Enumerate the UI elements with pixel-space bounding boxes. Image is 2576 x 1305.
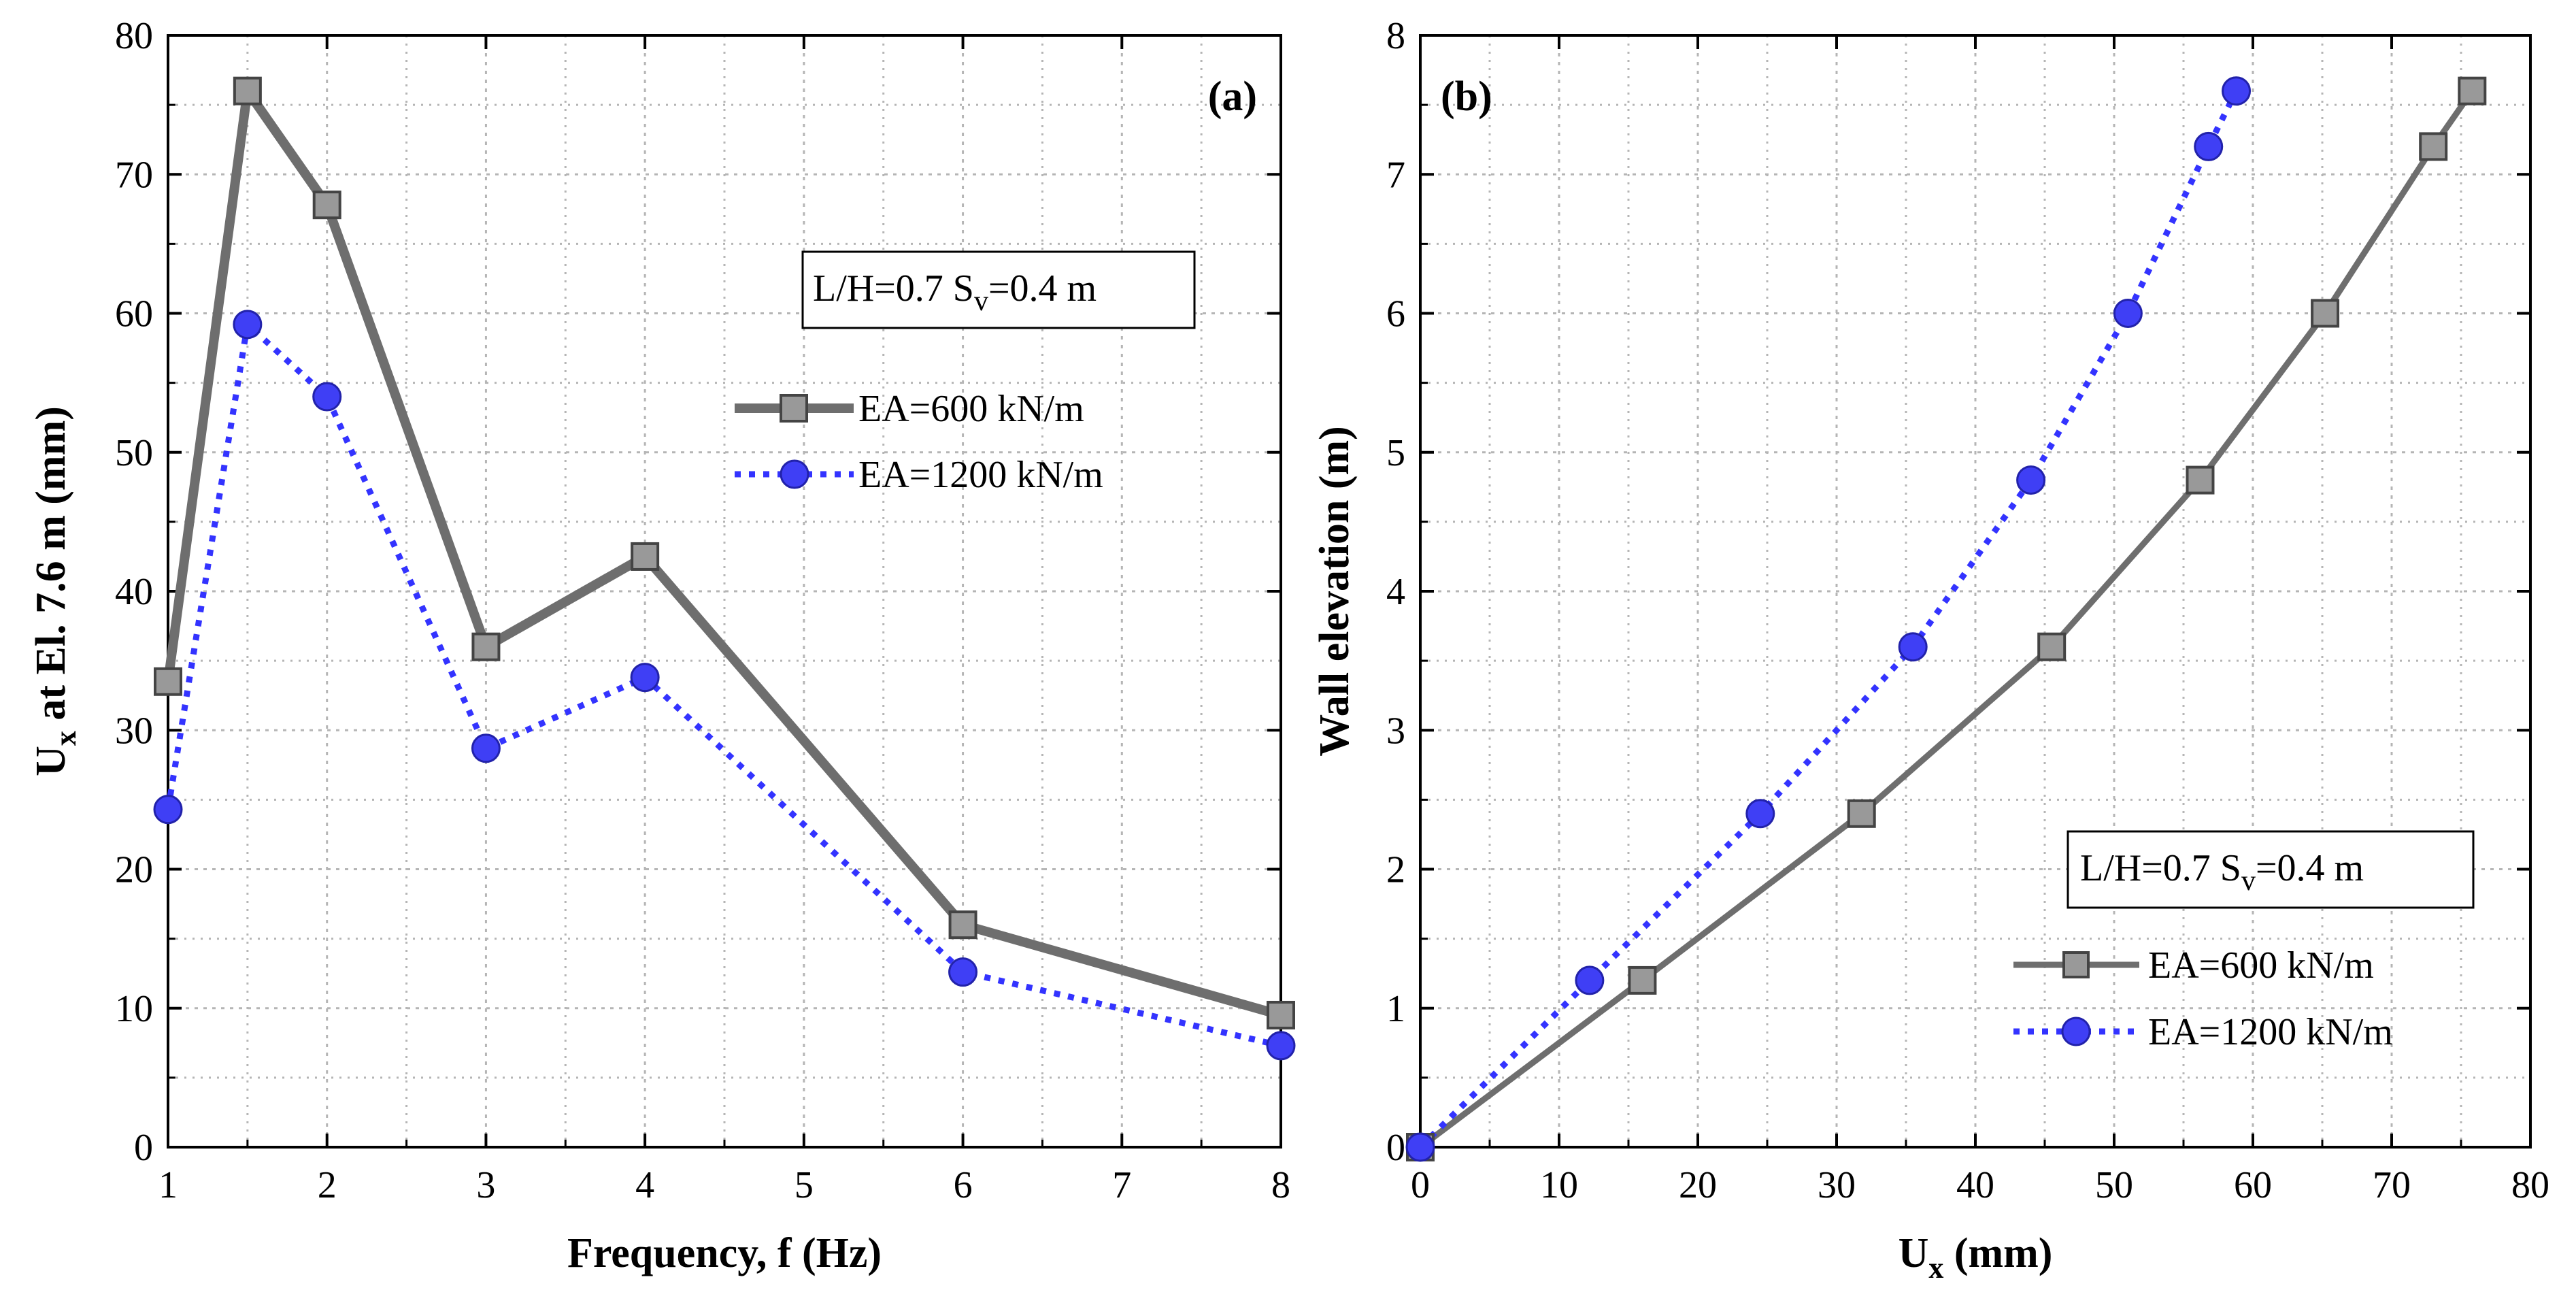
y-tick-label-b: 3 bbox=[1386, 710, 1405, 752]
legend-b-label-1200: EA=1200 kN/m bbox=[2148, 1011, 2393, 1053]
y-tick-label-b: 6 bbox=[1386, 293, 1405, 335]
data-point-a-0 bbox=[471, 632, 501, 661]
y-tick-label-b: 0 bbox=[1386, 1127, 1405, 1169]
legend-b: EA=600 kN/m EA=1200 kN/m bbox=[2013, 944, 2393, 1053]
x-tick-label-b: 10 bbox=[1540, 1164, 1578, 1206]
legend-a: EA=600 kN/m EA=1200 kN/m bbox=[735, 388, 1103, 496]
x-tick-label-b: 40 bbox=[1956, 1164, 1994, 1206]
data-point-b-0 bbox=[1847, 799, 1876, 828]
x-tick-label-b: 60 bbox=[2234, 1164, 2272, 1206]
chart-panel-b: 0 10 20 30 40 50 60 70 80 0 1 2 3 4 5 6 7 8 (b) L/H=0.7 S… bbox=[1311, 15, 2549, 1285]
annotation-a: L/H=0.7 Sv=0.4 m bbox=[813, 267, 1097, 317]
x-tick-label-a: 6 bbox=[954, 1164, 973, 1206]
annotation-box-a bbox=[801, 250, 1196, 329]
x-tick-label-b: 80 bbox=[2511, 1164, 2549, 1206]
ticks-b: 0 10 20 30 40 50 60 70 80 0 1 2 3 4 5 6 7 8 bbox=[1386, 15, 2549, 1206]
data-point-b-0 bbox=[2458, 76, 2487, 105]
data-point-b-1 bbox=[1575, 965, 1605, 995]
data-point-a-0 bbox=[154, 667, 182, 696]
y-tick-label-a: 70 bbox=[115, 154, 153, 196]
x-tick-label-a: 4 bbox=[635, 1164, 654, 1206]
y-tick-label-a: 80 bbox=[115, 15, 153, 57]
legend-a-label-600: EA=600 kN/m bbox=[858, 388, 1084, 430]
x-tick-label-a: 3 bbox=[476, 1164, 495, 1206]
data-point-b-1 bbox=[1405, 1132, 1435, 1162]
y-tick-label-a: 40 bbox=[115, 571, 153, 613]
data-point-b-0 bbox=[2037, 632, 2067, 661]
legend-b-marker-600 bbox=[2062, 951, 2090, 978]
data-point-b-1 bbox=[2016, 465, 2046, 495]
data-point-b-1 bbox=[2113, 299, 2143, 328]
panel-label-b: (b) bbox=[1441, 73, 1492, 120]
data-point-b-1 bbox=[1898, 632, 1928, 662]
y-tick-label-a: 50 bbox=[115, 432, 153, 474]
y-tick-label-a: 10 bbox=[115, 988, 153, 1030]
data-point-b-1 bbox=[1745, 799, 1775, 829]
series-line-b-1 bbox=[1418, 89, 2239, 1150]
legend-a-marker-600 bbox=[780, 394, 808, 423]
data-point-b-1 bbox=[2222, 76, 2252, 106]
y-tick-label-b: 5 bbox=[1386, 432, 1405, 474]
x-tick-label-a: 1 bbox=[158, 1164, 178, 1206]
data-point-a-1 bbox=[1266, 1031, 1296, 1061]
y-tick-label-b: 2 bbox=[1386, 849, 1405, 891]
data-point-a-1 bbox=[948, 957, 978, 987]
data-point-b-0 bbox=[2311, 299, 2340, 328]
y-tick-label-a: 60 bbox=[115, 293, 153, 335]
x-tick-label-b: 30 bbox=[1818, 1164, 1856, 1206]
x-tick-label-a: 8 bbox=[1271, 1164, 1290, 1206]
y-tick-label-b: 1 bbox=[1386, 988, 1405, 1030]
x-tick-label-b: 70 bbox=[2373, 1164, 2411, 1206]
x-axis-label-a: Frequency, f (Hz) bbox=[567, 1230, 882, 1276]
y-tick-label-b: 7 bbox=[1386, 154, 1405, 196]
data-point-a-1 bbox=[630, 663, 660, 693]
grid-b bbox=[1420, 35, 2530, 1147]
y-axis-label-b: Wall elevation (m) bbox=[1311, 426, 1358, 757]
y-tick-label-a: 0 bbox=[134, 1127, 153, 1169]
y-tick-label-b: 8 bbox=[1386, 15, 1405, 57]
x-tick-label-b: 20 bbox=[1679, 1164, 1717, 1206]
data-point-a-0 bbox=[312, 191, 341, 220]
panel-label-a: (a) bbox=[1208, 73, 1257, 120]
legend-b-marker-1200 bbox=[2061, 1017, 2091, 1046]
series-b bbox=[1405, 76, 2487, 1162]
legend-b-label-600: EA=600 kN/m bbox=[2148, 944, 2374, 987]
data-point-a-1 bbox=[471, 733, 501, 763]
data-point-a-0 bbox=[948, 910, 977, 940]
x-tick-label-a: 2 bbox=[318, 1164, 337, 1206]
data-point-a-0 bbox=[631, 542, 660, 571]
y-tick-label-b: 4 bbox=[1386, 571, 1405, 613]
x-tick-label-a: 5 bbox=[794, 1164, 814, 1206]
data-point-b-0 bbox=[1628, 965, 1657, 995]
grid-a bbox=[168, 35, 1281, 1147]
legend-a-marker-1200 bbox=[780, 459, 809, 489]
data-point-a-1 bbox=[312, 382, 342, 412]
annotation-box-b bbox=[2067, 830, 2475, 909]
data-point-a-1 bbox=[153, 795, 183, 825]
x-tick-label-a: 7 bbox=[1112, 1164, 1131, 1206]
y-axis-label-a: Ux at El. 7.6 m (mm) bbox=[28, 406, 82, 776]
data-point-a-1 bbox=[233, 310, 263, 340]
annotation-b: L/H=0.7 Sv=0.4 m bbox=[2080, 847, 2364, 897]
series-line-a-1 bbox=[165, 321, 1282, 1049]
data-point-b-1 bbox=[2194, 131, 2224, 161]
legend-a-label-1200: EA=1200 kN/m bbox=[858, 454, 1103, 496]
x-tick-label-b: 0 bbox=[1411, 1164, 1430, 1206]
series-a bbox=[153, 76, 1296, 1061]
y-tick-label-a: 30 bbox=[115, 710, 153, 752]
data-point-b-0 bbox=[2419, 132, 2448, 161]
x-tick-label-b: 50 bbox=[2095, 1164, 2133, 1206]
data-point-a-0 bbox=[233, 76, 262, 105]
data-point-b-0 bbox=[2186, 465, 2215, 495]
y-tick-label-a: 20 bbox=[115, 849, 153, 891]
series-line-b-0 bbox=[1418, 89, 2475, 1150]
data-point-a-0 bbox=[1267, 1000, 1295, 1029]
x-axis-label-b: Ux (mm) bbox=[1898, 1230, 2053, 1285]
